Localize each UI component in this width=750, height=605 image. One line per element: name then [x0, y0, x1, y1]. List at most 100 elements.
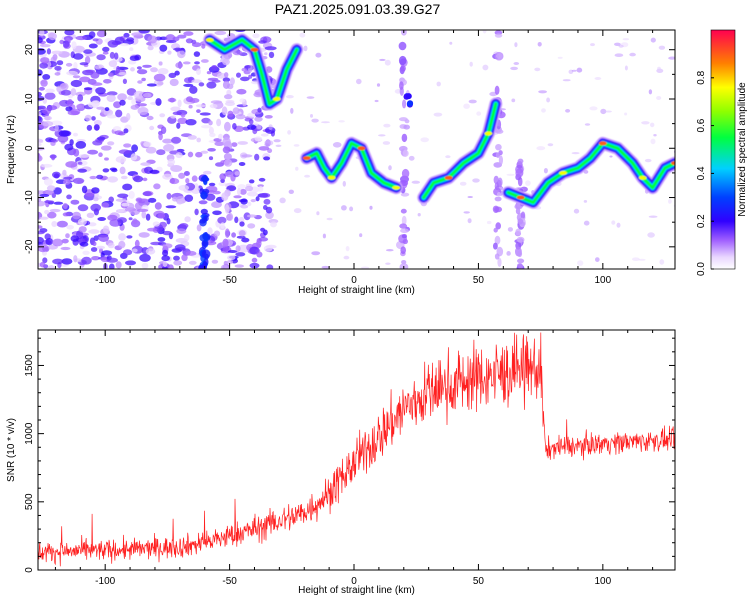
noise-cell — [237, 141, 248, 145]
noise-cell — [66, 70, 78, 76]
noise-cell — [96, 245, 105, 250]
noise-cell — [196, 109, 201, 113]
noise-cell — [118, 72, 127, 76]
noise-cell — [75, 91, 86, 97]
streak-cell — [223, 260, 228, 266]
noise-cell — [573, 208, 580, 214]
noise-cell — [42, 74, 51, 80]
noise-cell — [150, 67, 158, 73]
noise-cell — [107, 214, 118, 221]
noise-cell — [63, 179, 71, 185]
noise-cell — [73, 61, 78, 70]
streak-cell — [224, 72, 229, 78]
noise-cell — [273, 139, 281, 143]
noise-cell — [47, 105, 58, 111]
noise-cell — [92, 85, 97, 91]
streak-cell — [401, 168, 410, 179]
noise-cell — [525, 180, 531, 186]
noise-cell — [82, 250, 90, 255]
noise-cell — [147, 45, 154, 51]
noise-cell — [70, 88, 77, 96]
noise-cell — [211, 259, 219, 264]
noise-cell — [287, 130, 291, 135]
noise-cell — [77, 218, 87, 226]
noise-cell — [220, 222, 225, 229]
noise-cell — [140, 162, 152, 166]
streak-cell — [400, 208, 407, 214]
x-tick-label: 50 — [473, 576, 485, 587]
noise-cell — [137, 80, 143, 84]
noise-cell — [469, 61, 473, 67]
heatmap-cells — [38, 30, 675, 269]
noise-cell — [39, 216, 49, 220]
noise-cell — [247, 223, 256, 229]
noise-cell — [173, 255, 180, 261]
noise-cell — [83, 87, 93, 91]
noise-cell — [65, 106, 73, 112]
noise-cell — [75, 141, 87, 149]
noise-cell — [102, 46, 110, 53]
noise-cell — [206, 71, 212, 75]
noise-cell — [118, 233, 126, 241]
noise-cell — [187, 151, 194, 158]
plot-frame — [37, 329, 676, 571]
noise-cell — [195, 151, 203, 158]
noise-cell — [147, 197, 157, 203]
noise-cell — [436, 81, 441, 87]
noise-cell — [185, 119, 197, 126]
noise-cell — [59, 83, 67, 89]
noise-cell — [265, 211, 274, 220]
streak-cell — [403, 124, 411, 130]
noise-cell — [177, 99, 182, 108]
noise-cell — [123, 249, 133, 256]
noise-cell — [64, 143, 74, 151]
noise-cell — [217, 216, 227, 224]
noise-cell — [42, 108, 51, 115]
noise-cell — [141, 210, 147, 219]
colorbar-tick-label: 0.2 — [696, 214, 707, 228]
noise-cell — [108, 196, 114, 203]
noise-cell — [38, 106, 44, 110]
noise-cell — [383, 123, 391, 128]
ridge-hotspot — [327, 175, 336, 180]
noise-cell — [78, 154, 90, 158]
streak-cell — [402, 99, 407, 109]
x-axis-label: Height of straight line (km) — [298, 585, 415, 596]
streak-cell — [493, 227, 498, 233]
noise-cell — [45, 238, 54, 246]
noise-cell — [52, 171, 61, 178]
noise-cell — [208, 126, 214, 135]
ridge-hotspot — [671, 161, 675, 166]
noise-cell — [369, 205, 373, 210]
noise-cell — [214, 30, 227, 36]
noise-cell — [119, 166, 126, 175]
noise-cell — [152, 221, 160, 227]
noise-cell — [96, 174, 104, 180]
noise-cell — [514, 42, 518, 48]
streak-cell — [223, 153, 232, 161]
noise-cell — [102, 51, 109, 55]
noise-cell — [158, 132, 163, 141]
noise-cell — [644, 158, 652, 163]
noise-cell — [39, 30, 45, 37]
noise-cell — [232, 107, 240, 114]
noise-cell — [511, 98, 516, 103]
noise-cell — [236, 235, 246, 239]
noise-cell — [135, 197, 143, 203]
noise-cell — [445, 155, 451, 159]
noise-cell — [184, 234, 190, 242]
noise-cell — [286, 95, 294, 99]
noise-cell — [231, 142, 238, 148]
streak-cell — [401, 234, 407, 239]
noise-cell — [47, 211, 57, 219]
noise-cell — [98, 234, 109, 242]
noise-cell — [211, 79, 221, 83]
noise-cell — [234, 264, 244, 268]
noise-cell — [547, 143, 554, 147]
noise-cell — [165, 34, 176, 42]
noise-cell — [162, 230, 172, 236]
noise-cell — [162, 173, 173, 180]
noise-cell — [255, 240, 262, 248]
y-tick-label: -10 — [24, 190, 35, 205]
noise-cell — [476, 111, 482, 116]
